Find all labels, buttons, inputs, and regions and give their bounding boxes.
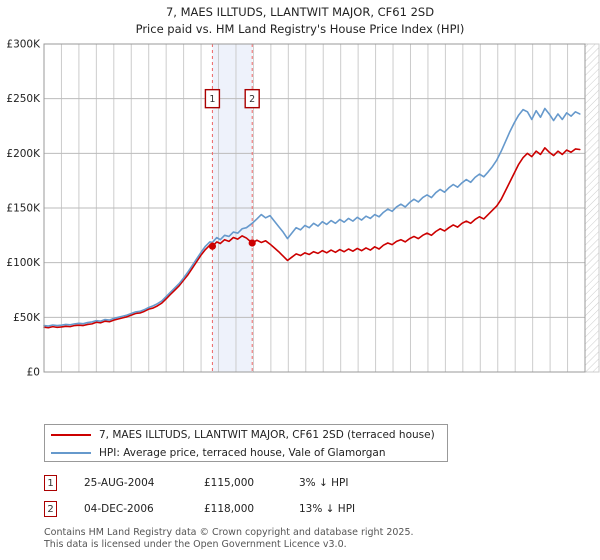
chart-svg: £0£50K£100K£150K£200K£250K£300K199519961… bbox=[6, 39, 600, 379]
chart-legend: 7, MAES ILLTUDS, LLANTWIT MAJOR, CF61 2S… bbox=[44, 424, 448, 462]
transaction-hpi-delta: 13% ↓ HPI bbox=[299, 503, 356, 515]
legend-item-property: 7, MAES ILLTUDS, LLANTWIT MAJOR, CF61 2S… bbox=[45, 426, 447, 444]
table-row: 2 04-DEC-2006 £118,000 13% ↓ HPI bbox=[44, 496, 474, 522]
page-title: 7, MAES ILLTUDS, LLANTWIT MAJOR, CF61 2S… bbox=[0, 0, 600, 37]
svg-text:£100K: £100K bbox=[6, 257, 41, 269]
legend-label-hpi: HPI: Average price, terraced house, Vale… bbox=[99, 447, 386, 459]
attribution-footer: Contains HM Land Registry data © Crown c… bbox=[44, 527, 584, 550]
legend-swatch-hpi bbox=[51, 452, 91, 454]
transactions-table: 1 25-AUG-2004 £115,000 3% ↓ HPI 2 04-DEC… bbox=[44, 470, 474, 522]
svg-text:£200K: £200K bbox=[6, 148, 41, 160]
legend-swatch-property bbox=[51, 434, 91, 436]
transaction-hpi-delta: 3% ↓ HPI bbox=[299, 477, 349, 489]
transaction-marker-badge: 1 bbox=[44, 475, 57, 491]
legend-label-property: 7, MAES ILLTUDS, LLANTWIT MAJOR, CF61 2S… bbox=[99, 429, 435, 441]
transaction-marker-badge: 2 bbox=[44, 501, 57, 517]
svg-text:£0: £0 bbox=[27, 367, 40, 379]
chart-plot-area: £0£50K£100K£150K£200K£250K£300K199519961… bbox=[0, 38, 600, 378]
svg-text:£50K: £50K bbox=[13, 312, 41, 324]
transaction-date: 25-AUG-2004 bbox=[84, 477, 155, 489]
transaction-price: £115,000 bbox=[204, 477, 255, 489]
svg-text:£250K: £250K bbox=[6, 93, 41, 105]
svg-text:£150K: £150K bbox=[6, 203, 41, 215]
svg-text:2: 2 bbox=[249, 94, 255, 105]
transaction-price: £118,000 bbox=[204, 503, 255, 515]
footer-licence: This data is licensed under the Open Gov… bbox=[44, 538, 347, 550]
transaction-date: 04-DEC-2006 bbox=[84, 503, 154, 515]
svg-text:£300K: £300K bbox=[6, 39, 41, 51]
table-row: 1 25-AUG-2004 £115,000 3% ↓ HPI bbox=[44, 470, 474, 496]
footer-copyright: Contains HM Land Registry data © Crown c… bbox=[44, 527, 414, 538]
title-line-secondary: Price paid vs. HM Land Registry's House … bbox=[135, 22, 465, 36]
title-line-primary: 7, MAES ILLTUDS, LLANTWIT MAJOR, CF61 2S… bbox=[165, 5, 435, 19]
svg-text:1: 1 bbox=[209, 94, 215, 105]
legend-item-hpi: HPI: Average price, terraced house, Vale… bbox=[45, 444, 447, 462]
